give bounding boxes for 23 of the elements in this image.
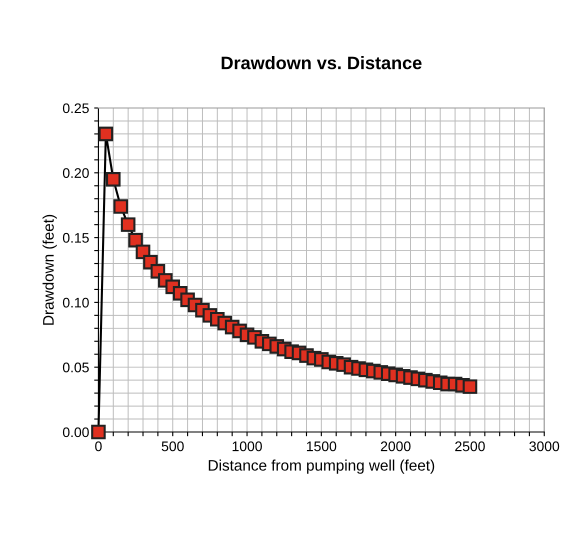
point bbox=[128, 232, 143, 248]
point bbox=[98, 126, 114, 142]
x-tick-label: 2000 bbox=[380, 441, 411, 452]
x-tick-label: 1500 bbox=[306, 441, 336, 452]
x-tick-label: 0 bbox=[95, 441, 102, 452]
chart-title: Drawdown vs. Distance bbox=[222, 56, 422, 70]
x-axis-title: Distance from pumping well (feet) bbox=[208, 460, 434, 474]
y-tick-label: 0.20 bbox=[62, 168, 89, 178]
x-tick-label: 3000 bbox=[529, 441, 560, 452]
x-tick-label: 1000 bbox=[232, 441, 262, 452]
point bbox=[120, 217, 136, 232]
x-tick-label: 500 bbox=[162, 441, 184, 452]
y-tick-label: 0.05 bbox=[62, 362, 89, 372]
y-tick-label: 0.00 bbox=[62, 427, 89, 438]
y-tick-label: 0.25 bbox=[62, 103, 89, 114]
point bbox=[113, 199, 128, 214]
y-tick-label: 0.10 bbox=[62, 298, 89, 308]
point bbox=[91, 424, 106, 440]
point bbox=[462, 379, 478, 394]
point bbox=[106, 172, 121, 187]
y-axis-title: Drawdown (feet) bbox=[42, 214, 57, 325]
x-tick-label: 2500 bbox=[455, 441, 485, 452]
y-tick-label: 0.15 bbox=[62, 232, 89, 243]
